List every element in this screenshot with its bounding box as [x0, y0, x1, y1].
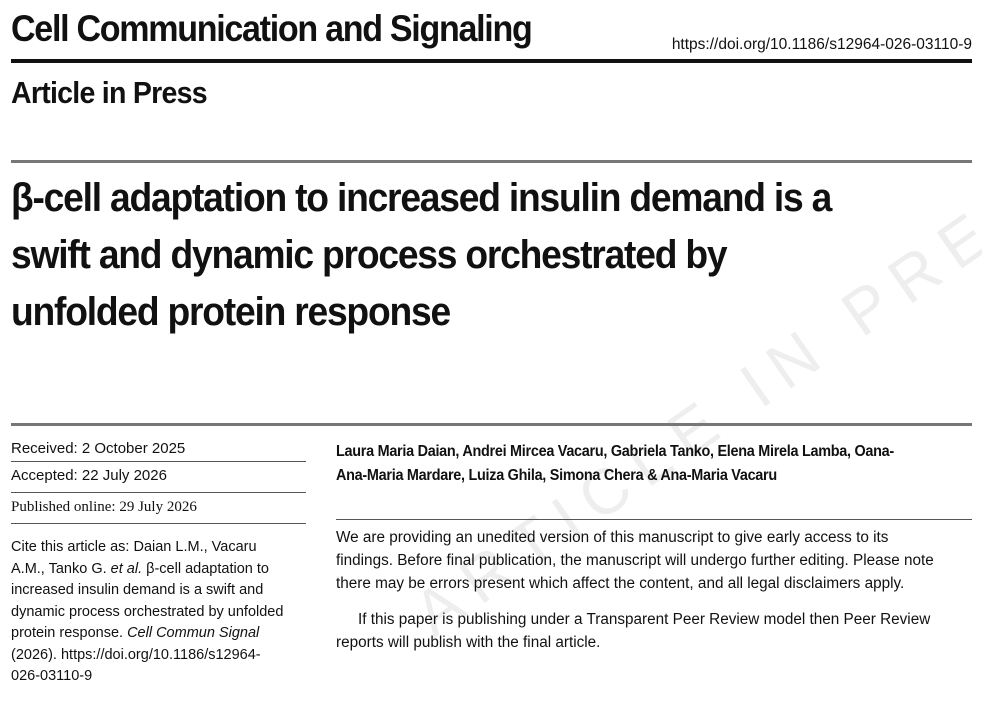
published-date: Published online: 29 July 2026	[11, 499, 197, 515]
citation-block: Cite this article as: Daian L.M., Vacaru…	[11, 537, 286, 688]
received-date: Received: 2 October 2025	[11, 440, 186, 457]
citation-tail[interactable]: (2026). https://doi.org/10.1186/s12964-0…	[11, 646, 261, 685]
notice-paragraph-1: We are providing an unedited version of …	[336, 529, 934, 592]
paper-title: β-cell adaptation to increased insulin d…	[11, 176, 832, 334]
citation-body: β-cell adaptation to increased insulin d…	[11, 560, 284, 642]
article-status: Article in Press	[11, 75, 208, 110]
early-access-notice: We are providing an unedited version of …	[336, 526, 946, 654]
meta-top-rule	[11, 423, 972, 426]
citation-journal: Cell Commun Signal	[127, 625, 260, 641]
divider	[11, 461, 306, 462]
doi-link[interactable]: https://doi.org/10.1186/s12964-026-03110…	[671, 36, 972, 53]
accepted-date: Accepted: 22 July 2026	[11, 467, 167, 484]
notice-paragraph-2: If this paper is publishing under a Tran…	[336, 611, 931, 651]
citation-lead: Cite this article as: Daian L.M., Vacaru…	[11, 539, 257, 577]
journal-title: Cell Communication and Signaling	[11, 8, 533, 49]
divider	[11, 492, 306, 493]
dates-panel: Received: 2 October 2025 Accepted: 22 Ju…	[11, 436, 306, 524]
title-top-rule	[11, 160, 972, 163]
divider	[11, 523, 306, 524]
author-list: Laura Maria Daian, Andrei Mircea Vacaru,…	[336, 443, 894, 484]
authors-rule	[336, 519, 972, 520]
header-rule	[11, 59, 972, 63]
citation-et-al: et al.	[110, 560, 143, 577]
